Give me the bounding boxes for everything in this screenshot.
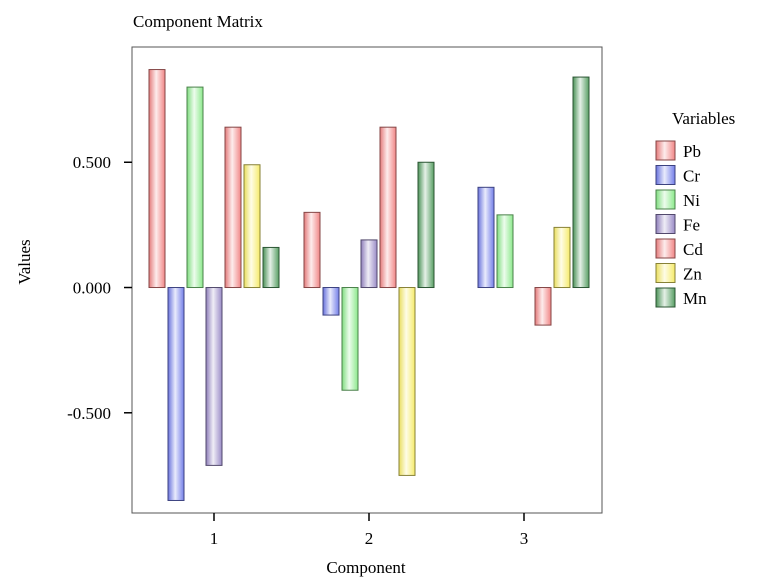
legend-label-ni: Ni: [683, 191, 700, 210]
bar-cr-component-1: [167, 287, 185, 501]
x-axis-label: Component: [326, 558, 406, 577]
legend-label-pb: Pb: [683, 142, 701, 161]
legend-label-cr: Cr: [683, 167, 700, 186]
x-tick-label: 2: [365, 529, 374, 548]
bar-cr-component-3: [477, 186, 495, 289]
chart-title: Component Matrix: [133, 12, 263, 31]
legend: Variables Pb Cr Ni Fe Cd Zn Mn: [655, 109, 735, 308]
y-tick-label: 0.000: [73, 279, 111, 298]
bar-cd-component-2: [379, 126, 397, 289]
plot-frame: [131, 46, 603, 514]
bar-zn-component-1: [243, 164, 261, 289]
bar-pb-component-1: [148, 69, 166, 289]
y-tick-label: 0.500: [73, 153, 111, 172]
legend-label-fe: Fe: [683, 216, 700, 235]
bar-pb-component-2: [303, 211, 321, 289]
bar-cd-component-1: [224, 126, 242, 289]
bar-mn-component-2: [417, 161, 435, 289]
legend-label-mn: Mn: [683, 289, 707, 308]
bar-ni-component-1: [186, 86, 204, 289]
bar-fe-component-1: [205, 287, 223, 466]
y-tick-label: -0.500: [67, 404, 111, 423]
legend-title: Variables: [672, 109, 735, 128]
bar-ni-component-2: [341, 287, 359, 391]
legend-swatch-fe: [655, 214, 676, 234]
bar-zn-component-3: [553, 226, 571, 289]
bar-zn-component-2: [398, 287, 416, 476]
y-axis-label: Values: [15, 239, 34, 284]
bars-layer: [148, 69, 590, 501]
bar-mn-component-3: [572, 76, 590, 289]
legend-swatch-zn: [655, 263, 676, 283]
legend-label-zn: Zn: [683, 265, 702, 284]
bar-ni-component-3: [496, 214, 514, 289]
legend-items: Pb Cr Ni Fe Cd Zn Mn: [655, 140, 707, 308]
legend-swatch-cd: [655, 238, 676, 259]
legend-label-cd: Cd: [683, 240, 703, 259]
legend-swatch-pb: [655, 140, 676, 161]
legend-swatch-mn: [655, 287, 676, 308]
x-tick-label: 1: [210, 529, 219, 548]
bar-cr-component-2: [322, 287, 340, 316]
x-tick-label: 3: [520, 529, 529, 548]
legend-swatch-ni: [655, 189, 676, 210]
bar-cd-component-3: [534, 287, 552, 326]
bar-mn-component-1: [262, 246, 280, 289]
bar-fe-component-2: [360, 239, 378, 289]
legend-swatch-cr: [655, 165, 676, 185]
axes-layer: 0.500 0.000 -0.500 1 2 3: [67, 153, 528, 548]
